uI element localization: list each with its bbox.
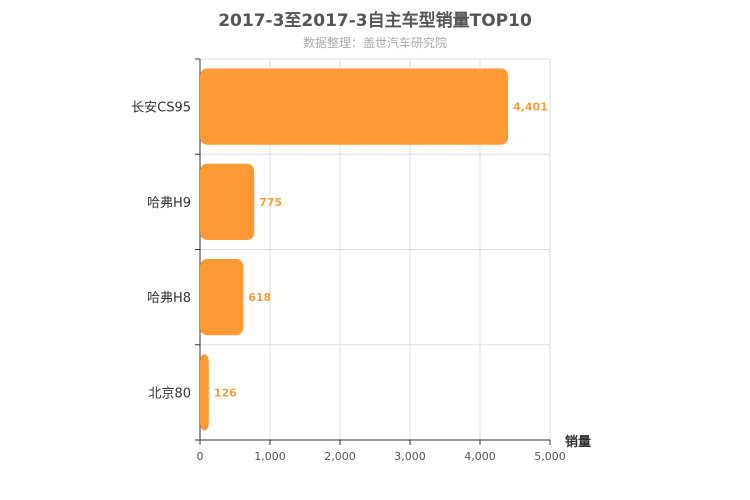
data-label: 4,401 [513, 101, 548, 114]
x-axis-title: 销量 [565, 434, 591, 450]
category-label: 哈弗H8 [147, 291, 191, 306]
x-tick-label: 1,000 [254, 450, 286, 463]
x-tick-label: 4,000 [464, 450, 496, 463]
data-label: 775 [259, 196, 282, 209]
data-label: 126 [214, 386, 237, 399]
x-tick-label: 0 [197, 450, 204, 463]
bar [200, 354, 209, 431]
chart-title: 2017-3至2017-3自主车型销量TOP10 [218, 11, 532, 31]
chart-subtitle: 数据整理：盖世汽车研究院 [302, 36, 447, 50]
bar [200, 163, 255, 240]
data-label: 618 [248, 291, 271, 304]
category-label: 北京80 [148, 386, 191, 401]
bar [200, 68, 509, 145]
category-label: 哈弗H9 [147, 196, 191, 211]
x-tick-label: 5,000 [534, 450, 566, 463]
x-tick-label: 3,000 [394, 450, 426, 463]
bar [200, 259, 244, 336]
x-tick-label: 2,000 [324, 450, 356, 463]
category-label: 长安CS95 [131, 101, 191, 116]
